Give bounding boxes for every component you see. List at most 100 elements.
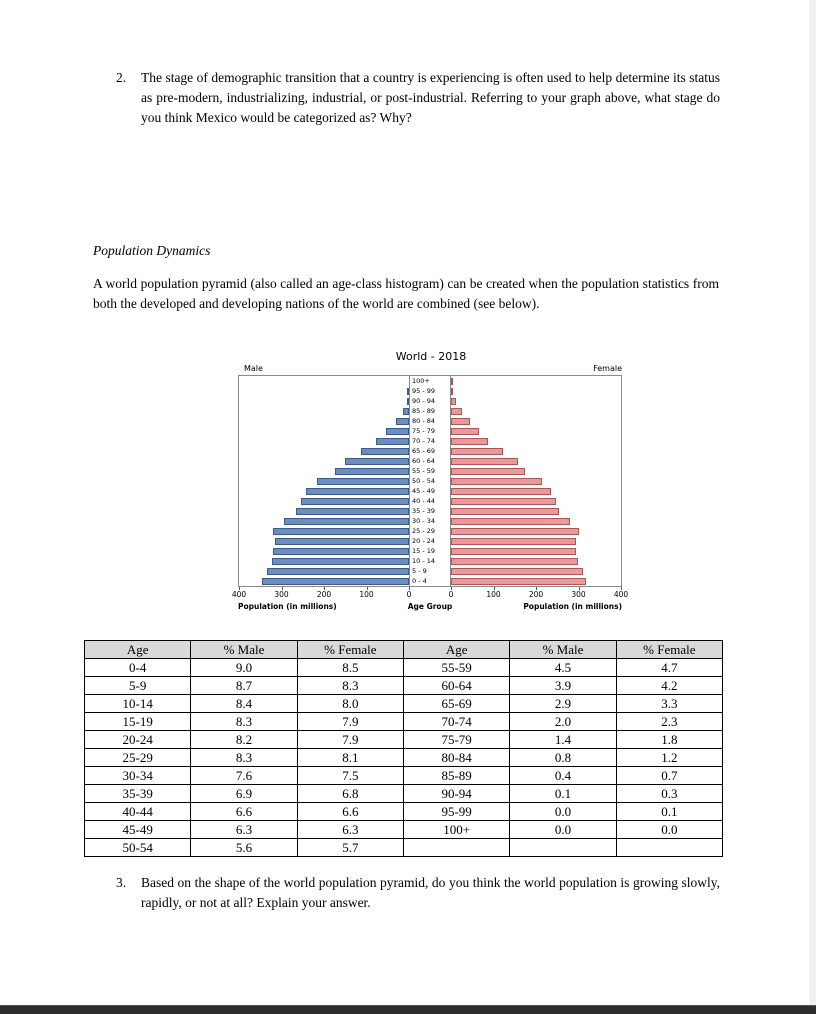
table-cell: 6.9 <box>190 784 298 803</box>
axis-tick-label: 400 <box>613 590 629 599</box>
table-cell: 8.3 <box>190 712 298 731</box>
table-cell: 40-44 <box>83 802 192 821</box>
male-bar <box>266 567 409 575</box>
axis-tick-label: 200 <box>528 590 544 599</box>
female-bar-area <box>451 487 621 495</box>
question-2-number: 2. <box>116 70 127 85</box>
table-cell: 60-64 <box>402 676 511 695</box>
male-bar <box>261 577 409 585</box>
question-3-number: 3. <box>116 875 127 890</box>
section-heading: Population Dynamics <box>93 243 211 258</box>
female-bar-area <box>451 437 621 445</box>
female-bar-area <box>451 577 621 585</box>
axis-tick-mark <box>281 587 283 590</box>
table-cell: 6.6 <box>190 802 298 821</box>
question-2: 2. The stage of demographic transition t… <box>116 68 720 128</box>
table-header-cell: Age <box>83 640 192 659</box>
table-row: 0-4 9.0 8.5 55-59 4.5 4.7 <box>83 658 724 677</box>
female-bar-area <box>451 467 621 475</box>
female-bar <box>451 567 583 575</box>
table-header-cell: Age <box>402 640 511 659</box>
female-bar-area <box>451 537 621 545</box>
male-bar <box>295 507 409 515</box>
table-cell: 2.0 <box>509 712 617 731</box>
age-group-label: 75 - 79 <box>409 426 451 436</box>
table-cell: 55-59 <box>402 658 511 677</box>
axis-tick-label: 0 <box>448 590 454 599</box>
female-bar-area <box>451 417 621 425</box>
age-group-label: 20 - 24 <box>409 536 451 546</box>
pyramid-row: 15 - 19 <box>239 546 621 556</box>
age-group-label: 15 - 19 <box>409 546 451 556</box>
male-bar-area <box>239 577 409 585</box>
table-cell: 0.0 <box>615 820 724 839</box>
male-bar <box>305 487 409 495</box>
pyramid-row: 55 - 59 <box>239 466 621 476</box>
axis-tick-label: 0 <box>406 590 412 599</box>
xlabel-right: Population (in millions) <box>523 602 622 611</box>
table-cell: 0.0 <box>509 820 617 839</box>
table-cell: 7.6 <box>190 766 298 785</box>
male-bar <box>361 447 409 455</box>
male-bar-area <box>239 557 409 565</box>
table-cell: 8.3 <box>190 748 298 767</box>
male-bar-area <box>239 427 409 435</box>
age-group-label: 65 - 69 <box>409 446 451 456</box>
xlabel-left: Population (in millions) <box>238 602 337 611</box>
male-bar-area <box>239 477 409 485</box>
table-header-cell: % Female <box>296 640 404 659</box>
pyramid-x-axis: 400 300 200 100 0 0 100 200 300 400 <box>232 587 628 602</box>
male-bar-area <box>239 537 409 545</box>
male-bar <box>386 427 409 435</box>
table-cell: 70-74 <box>402 712 511 731</box>
female-bar-area <box>451 387 621 395</box>
table-cell: 2.3 <box>615 712 724 731</box>
table-header-row: Age% Male% Female Age% Male% Female <box>83 640 724 659</box>
male-bar <box>335 467 409 475</box>
intro-paragraph: A world population pyramid (also called … <box>93 276 719 311</box>
female-bar-area <box>451 447 621 455</box>
table-cell: 25-29 <box>83 748 192 767</box>
table-cell: 0.1 <box>509 784 617 803</box>
female-bar <box>451 417 471 425</box>
pyramid-row: 30 - 34 <box>239 516 621 526</box>
table-cell <box>509 838 617 857</box>
female-bar <box>451 517 570 525</box>
table-cell: 30-34 <box>83 766 192 785</box>
question-2-text: The stage of demographic transition that… <box>141 70 720 125</box>
table-cell: 6.6 <box>296 802 404 821</box>
pyramid-row: 95 - 99 <box>239 386 621 396</box>
axis-tick-label: 200 <box>316 590 332 599</box>
table-cell: 50-54 <box>83 838 192 857</box>
table-cell: 75-79 <box>402 730 511 749</box>
table-cell: 8.2 <box>190 730 298 749</box>
age-group-label: 50 - 54 <box>409 476 451 486</box>
table-body: 0-4 9.0 8.5 55-59 4.5 4.7 5-9 8.7 8.3 60-64 3.9 4.2… <box>83 658 724 857</box>
age-group-label: 35 - 39 <box>409 506 451 516</box>
male-bar-area <box>239 467 409 475</box>
axis-tick-mark <box>366 587 368 590</box>
male-bar <box>284 517 409 525</box>
female-bar-area <box>451 377 621 385</box>
pyramid-row: 0 - 4 <box>239 576 621 586</box>
female-bar <box>451 427 480 435</box>
table-cell: 5.7 <box>296 838 404 857</box>
table-cell: 100+ <box>402 820 511 839</box>
axis-tick-mark <box>324 587 325 590</box>
female-bar-area <box>451 407 621 415</box>
female-bar <box>451 447 504 455</box>
table-row: 20-24 8.2 7.9 75-79 1.4 1.8 <box>83 730 724 749</box>
table-cell: 8.4 <box>190 694 298 713</box>
chart-title: World - 2018 <box>395 350 467 363</box>
male-bar <box>402 407 409 415</box>
table-cell: 6.3 <box>190 820 298 839</box>
female-bar-area <box>451 567 621 575</box>
axis-tick-mark <box>493 587 495 590</box>
table-cell: 0.1 <box>615 802 724 821</box>
age-group-label: 80 - 84 <box>409 416 451 426</box>
table-row: 30-34 7.6 7.5 85-89 0.4 0.7 <box>83 766 724 785</box>
table-cell: 2.9 <box>509 694 617 713</box>
age-group-label: 85 - 89 <box>409 406 451 416</box>
male-bar-area <box>239 507 409 515</box>
pyramid-axis-labels: Population (in millions) Age Group Popul… <box>238 602 622 614</box>
